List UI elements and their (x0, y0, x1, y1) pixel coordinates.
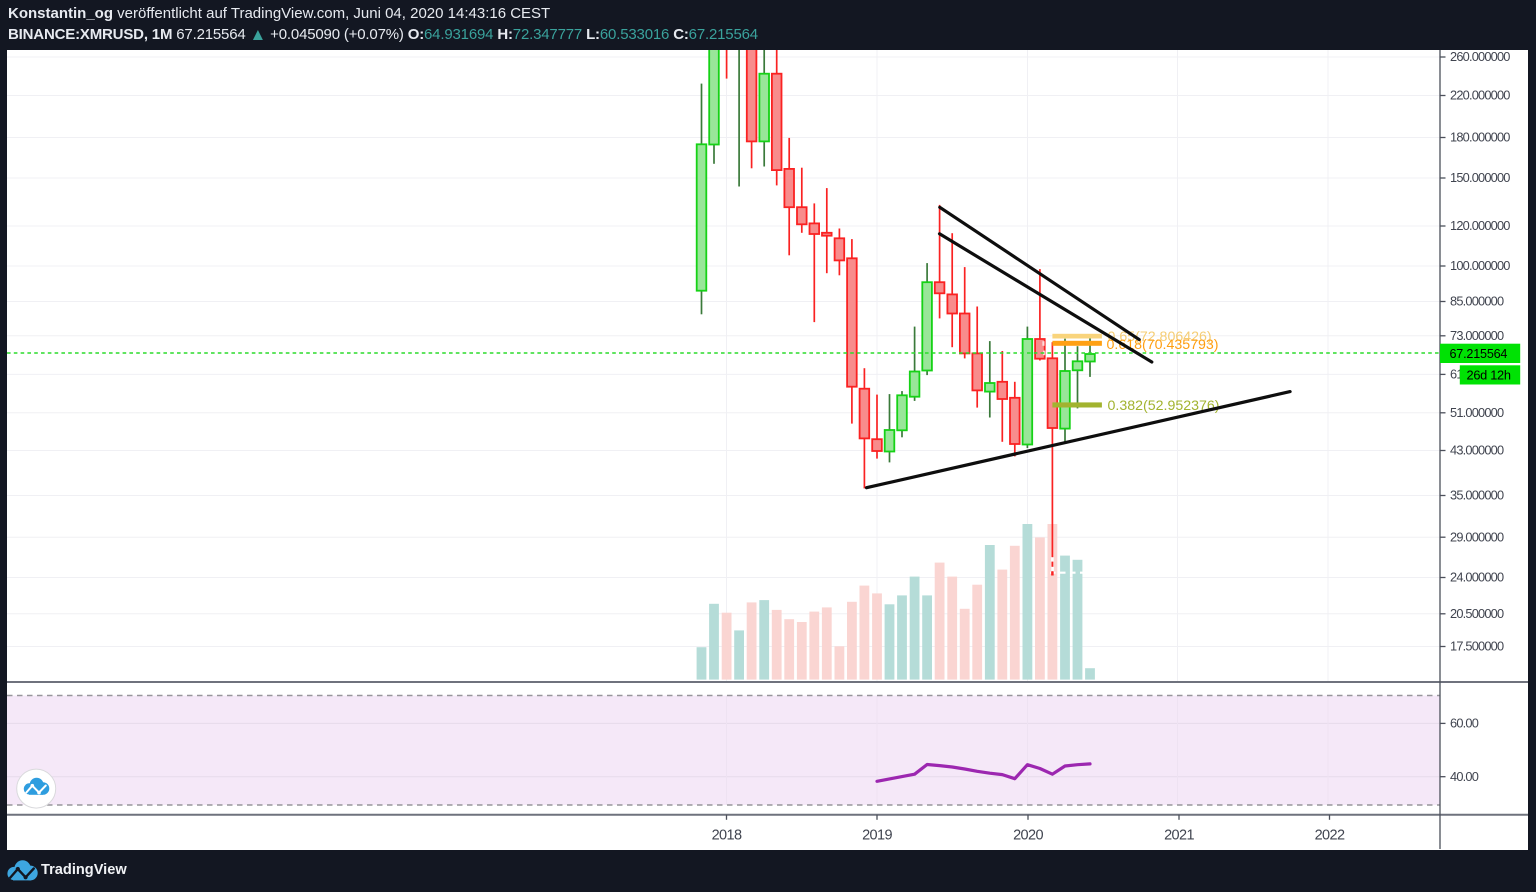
svg-text:24.000000: 24.000000 (1450, 570, 1504, 585)
svg-text:100.000000: 100.000000 (1450, 258, 1510, 273)
svg-text:29.000000: 29.000000 (1450, 529, 1504, 544)
svg-text:120.000000: 120.000000 (1450, 218, 1510, 233)
svg-text:0.65(72.806426): 0.65(72.806426) (1108, 329, 1212, 345)
svg-text:2020: 2020 (1013, 828, 1043, 844)
svg-text:20.500000: 20.500000 (1450, 606, 1504, 621)
svg-text:180.000000: 180.000000 (1450, 130, 1510, 145)
svg-text:40.00: 40.00 (1450, 769, 1479, 784)
svg-text:260.000000: 260.000000 (1450, 49, 1510, 64)
svg-text:0.382(52.952376): 0.382(52.952376) (1108, 398, 1220, 414)
svg-text:2019: 2019 (862, 828, 892, 844)
svg-text:51.000000: 51.000000 (1450, 405, 1504, 420)
svg-text:0.618(70.435793): 0.618(70.435793) (1107, 337, 1219, 353)
svg-text:85.000000: 85.000000 (1450, 294, 1504, 309)
svg-text:2021: 2021 (1164, 828, 1194, 844)
svg-text:35.000000: 35.000000 (1450, 488, 1504, 503)
svg-text:17.500000: 17.500000 (1450, 639, 1504, 654)
svg-text:220.000000: 220.000000 (1450, 88, 1510, 103)
svg-text:73.000000: 73.000000 (1450, 328, 1504, 343)
svg-text:26d 12h: 26d 12h (1467, 368, 1511, 383)
svg-text:150.000000: 150.000000 (1450, 170, 1510, 185)
svg-text:43.000000: 43.000000 (1450, 443, 1504, 458)
svg-text:2022: 2022 (1315, 828, 1345, 844)
svg-text:2018: 2018 (712, 828, 742, 844)
svg-text:67.215564: 67.215564 (1450, 347, 1508, 361)
svg-text:60.00: 60.00 (1450, 716, 1479, 731)
